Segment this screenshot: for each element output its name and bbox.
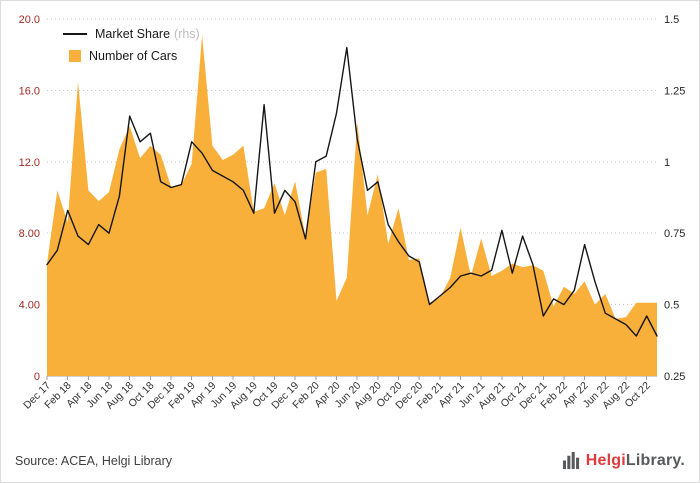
svg-text:0.75: 0.75 — [664, 228, 685, 240]
legend-rhs-suffix: (rhs) — [174, 27, 200, 41]
svg-text:0: 0 — [34, 371, 40, 383]
legend-item-number-of-cars: Number of Cars — [63, 45, 200, 67]
logo-brand: Helgi — [585, 452, 626, 469]
svg-text:1.25: 1.25 — [664, 85, 685, 97]
legend-item-market-share: Market Share (rhs) — [63, 23, 200, 45]
chart-footer: Source: ACEA, Helgi Library HelgiLibrary… — [1, 451, 699, 470]
area-swatch — [69, 50, 81, 62]
line-swatch — [63, 33, 87, 35]
svg-text:12.0: 12.0 — [19, 157, 40, 169]
logo-text: HelgiLibrary. — [586, 452, 685, 470]
svg-text:1: 1 — [664, 157, 670, 169]
svg-text:20.0: 20.0 — [19, 14, 40, 26]
svg-text:0.25: 0.25 — [664, 371, 685, 383]
legend-label-market-share: Market Share — [95, 27, 171, 41]
chart-svg: 20.0 1.5 16.0 1.25 12.0 1 8.00 0.75 4.00 0.5 0 0.25… — [19, 14, 686, 412]
svg-text:16.0: 16.0 — [19, 85, 40, 97]
svg-text:1.5: 1.5 — [664, 14, 679, 26]
svg-text:4.00: 4.00 — [19, 300, 40, 312]
svg-text:0.5: 0.5 — [664, 300, 679, 312]
helgi-library-logo: HelgiLibrary. — [562, 451, 685, 470]
chart-legend: Market Share (rhs) Number of Cars — [63, 23, 200, 67]
bar-chart-logo-icon — [562, 451, 579, 470]
source-note: Source: ACEA, Helgi Library — [15, 453, 173, 468]
legend-label-number-of-cars: Number of Cars — [89, 49, 178, 63]
logo-suffix: Library. — [625, 452, 685, 469]
svg-text:8.00: 8.00 — [19, 228, 40, 240]
